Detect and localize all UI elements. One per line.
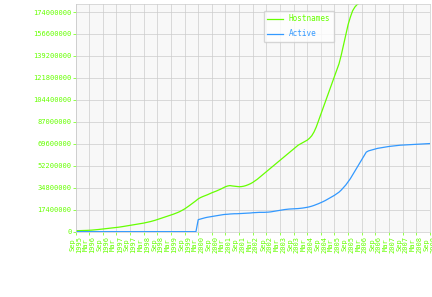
Active: [359, 158, 364, 162]
Hostnames: [84, 229, 89, 232]
Legend: Hostnames, Active: Hostnames, Active: [264, 11, 334, 42]
Active: [427, 142, 432, 145]
Line: Active: Active: [76, 143, 430, 232]
Hostnames: [91, 228, 96, 232]
Active: [277, 208, 283, 212]
Active: [168, 230, 174, 233]
Hostnames: [205, 193, 210, 197]
Line: Hostnames: Hostnames: [76, 0, 430, 231]
Hostnames: [73, 229, 78, 233]
Hostnames: [359, 0, 364, 4]
Active: [91, 230, 96, 233]
Hostnames: [277, 159, 283, 162]
Hostnames: [168, 213, 174, 217]
Active: [84, 230, 89, 233]
Active: [73, 230, 78, 233]
Active: [205, 216, 210, 219]
